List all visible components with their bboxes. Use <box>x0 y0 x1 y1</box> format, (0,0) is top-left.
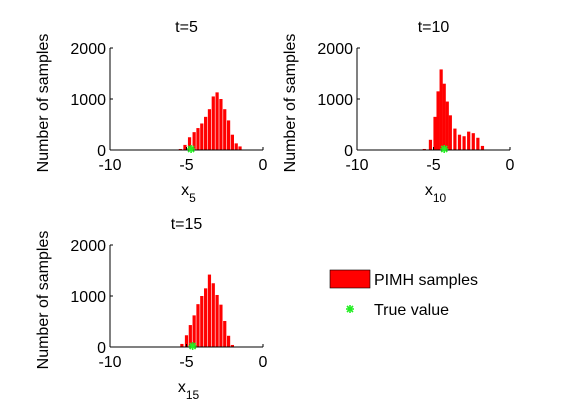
histogram-bar <box>448 115 452 150</box>
histogram-bar <box>207 109 212 150</box>
histogram-bar <box>453 128 457 150</box>
subplot-title: t=15 <box>171 216 203 233</box>
y-tick-label: 2000 <box>317 41 353 58</box>
subplot-title: t=10 <box>418 19 450 36</box>
histogram-bar <box>442 83 446 150</box>
y-tick-label: 0 <box>344 143 353 160</box>
legend-label: PIMH samples <box>374 272 478 289</box>
histogram-bar <box>219 304 223 347</box>
histogram-bar <box>226 335 231 347</box>
y-axis-label: Number of samples <box>282 34 299 173</box>
x-tick-label: 0 <box>506 157 515 174</box>
histogram-bar <box>467 131 471 150</box>
histogram-bar <box>230 344 234 347</box>
y-tick-label: 2000 <box>70 238 106 255</box>
x-tick-label: 0 <box>259 157 268 174</box>
y-axis-label: Number of samples <box>35 231 52 370</box>
x-tick-label: -10 <box>98 157 121 174</box>
true-value-marker <box>188 342 197 350</box>
legend-swatch-marker <box>346 305 354 313</box>
histogram-bar <box>192 315 196 347</box>
histogram-bar <box>196 128 200 150</box>
y-axis-label: Number of samples <box>35 34 52 173</box>
histogram-bar <box>183 144 187 150</box>
y-tick-label: 1000 <box>70 92 106 109</box>
histogram-bar <box>223 320 227 347</box>
subplot-t10: -10 -5 0 0 1000 2000 t=10 Number of samples x10 <box>282 19 515 205</box>
x-tick-label: -5 <box>179 354 193 371</box>
y-tick-label: 1000 <box>70 289 106 306</box>
subplot-title: t=5 <box>175 19 198 36</box>
histogram-bar <box>433 116 437 150</box>
histogram-bar <box>226 120 231 150</box>
histogram-bar <box>422 148 426 150</box>
histogram-bar <box>192 132 196 150</box>
x-axis-label-subscript: 15 <box>186 388 200 402</box>
x-axis-label-main: x <box>181 182 189 199</box>
x-axis-label-main: x <box>425 182 433 199</box>
histogram-bar <box>204 288 208 347</box>
x-tick-label: 0 <box>259 354 268 371</box>
x-tick-label: -10 <box>98 354 121 371</box>
x-axis-label: x10 <box>425 182 447 205</box>
legend-swatch-patch <box>329 269 371 289</box>
y-tick-label: 0 <box>97 340 106 357</box>
x-tick-label: -10 <box>345 157 368 174</box>
y-tick-label: 2000 <box>70 41 106 58</box>
histogram-bar <box>196 304 200 347</box>
histogram-bar <box>188 325 192 347</box>
histogram-bar <box>211 96 215 150</box>
y-tick-label: 1000 <box>317 92 353 109</box>
histogram-bar <box>457 134 462 150</box>
x-axis-label-main: x <box>178 379 186 396</box>
histogram-bar <box>471 133 475 150</box>
histogram-bar <box>215 92 219 150</box>
histogram-bar <box>223 109 227 150</box>
histogram-bar <box>476 137 480 150</box>
x-axis-label: x5 <box>181 182 196 205</box>
histogram-bar <box>439 69 443 150</box>
histogram-bar <box>215 294 219 347</box>
histogram-bar <box>462 136 466 150</box>
x-axis-label: x15 <box>178 379 200 402</box>
histogram-bar <box>178 148 182 150</box>
histogram-bar <box>428 139 433 150</box>
subplot-t15: -10 -5 0 0 1000 2000 t=15 Number of samples x15 <box>35 216 268 402</box>
true-value-marker <box>440 145 449 153</box>
histogram-bar <box>200 296 204 347</box>
histogram-bar <box>480 145 485 150</box>
histogram-bar <box>211 283 215 347</box>
legend: PIMH samples True value <box>329 269 478 319</box>
x-tick-label: -5 <box>179 157 193 174</box>
legend-label: True value <box>374 302 449 319</box>
x-axis-label-subscript: 5 <box>189 191 196 205</box>
histogram-bar <box>445 101 449 150</box>
subplot-t5: -10 -5 0 0 1000 2000 t=5 Number of samples x5 <box>35 19 268 205</box>
x-tick-label: -5 <box>426 157 440 174</box>
histogram-bar <box>230 134 234 150</box>
histogram-bar <box>238 146 242 150</box>
histogram-bar <box>436 91 440 150</box>
histogram-bar <box>180 343 184 347</box>
y-tick-label: 0 <box>97 143 106 160</box>
x-axis-label-subscript: 10 <box>433 191 447 205</box>
histogram-bar <box>219 99 223 150</box>
true-value-marker <box>187 145 196 153</box>
histogram-bar <box>204 116 208 150</box>
histogram-bar <box>184 335 189 347</box>
histogram-bar <box>187 137 192 150</box>
histogram-bar <box>234 143 238 150</box>
histogram-bar <box>207 274 212 347</box>
histogram-bar <box>200 123 204 150</box>
